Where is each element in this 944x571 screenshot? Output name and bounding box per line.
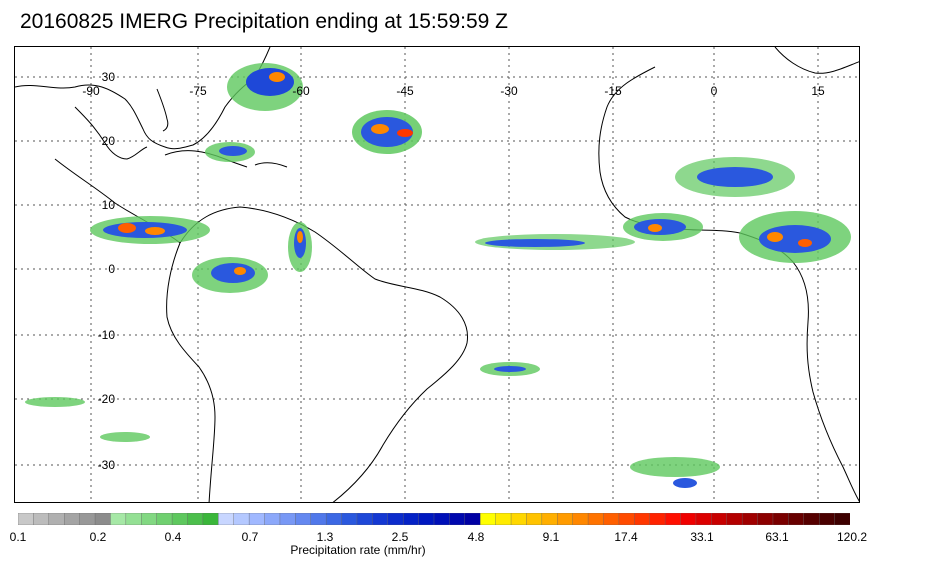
florida-coast [156, 88, 169, 132]
colorbar-swatch [141, 513, 158, 525]
colorbar-swatch [464, 513, 481, 525]
colorbar-swatch [295, 513, 312, 525]
latitude-label: -10 [98, 328, 116, 342]
colorbar [18, 513, 850, 525]
hispaniola-coast [254, 162, 288, 168]
colorbar-swatch [372, 513, 389, 525]
colorbar-tick-label: 0.4 [164, 530, 182, 544]
longitude-label: -45 [396, 84, 414, 98]
colorbar-swatch [433, 513, 451, 525]
latitude-label: -30 [98, 458, 116, 472]
colorbar-swatch [64, 513, 81, 525]
colorbar-swatch [279, 513, 297, 525]
colorbar-swatch [649, 513, 666, 525]
latitude-label: 20 [102, 134, 116, 148]
colorbar-tick-label: 63.1 [765, 530, 789, 544]
colorbar-swatch [603, 513, 620, 525]
colorbar-swatch [541, 513, 558, 525]
colorbar-swatch [818, 513, 836, 525]
colorbar-swatch [233, 513, 250, 525]
colorbar-swatch [79, 513, 96, 525]
latitude-label: 30 [102, 70, 116, 84]
colorbar-swatch [264, 513, 281, 525]
longitude-label: -75 [189, 84, 207, 98]
colorbar-tick-label: 17.4 [614, 530, 638, 544]
latitude-label: 0 [108, 262, 115, 276]
colorbar-swatch [834, 513, 850, 525]
colorbar-tick-label: 2.5 [391, 530, 409, 544]
precipitation-cells [25, 63, 851, 488]
colorbar-swatch [803, 513, 820, 525]
colorbar-tick-label: 1.3 [316, 530, 334, 544]
colorbar-swatch [402, 513, 420, 525]
map-title: 20160825 IMERG Precipitation ending at 1… [20, 10, 508, 33]
colorbar-swatch [356, 513, 374, 525]
colorbar-tick-labels: 0.1 0.2 0.4 0.7 1.3 2.5 4.8 9.1 17.4 33.1 63.1 120.… [0, 530, 944, 544]
colorbar-swatch [33, 513, 50, 525]
longitude-label: -60 [292, 84, 310, 98]
colorbar-swatch [572, 513, 589, 525]
colorbar-swatch [202, 513, 219, 525]
europe-coast [774, 47, 859, 74]
colorbar-swatch [680, 513, 697, 525]
longitude-label: 15 [811, 84, 825, 98]
colorbar-swatch [618, 513, 636, 525]
colorbar-swatch [757, 513, 774, 525]
colorbar-swatch [741, 513, 759, 525]
colorbar-swatch [110, 513, 127, 525]
colorbar-swatch [664, 513, 682, 525]
colorbar-swatch [495, 513, 512, 525]
colorbar-swatch [449, 513, 466, 525]
colorbar-swatch [125, 513, 142, 525]
colorbar-swatch [788, 513, 805, 525]
longitude-label: 0 [711, 84, 718, 98]
colorbar-tick-label: 0.7 [241, 530, 259, 544]
south-america-west-coast [166, 242, 216, 502]
longitude-label: -15 [604, 84, 622, 98]
colorbar-swatch [772, 513, 790, 525]
colorbar-swatch [171, 513, 189, 525]
colorbar-swatch [695, 513, 713, 525]
colorbar-swatch [510, 513, 528, 525]
colorbar-tick-label: 0.1 [9, 530, 27, 544]
colorbar-label: Precipitation rate (mm/hr) [290, 543, 426, 557]
colorbar-swatch [634, 513, 651, 525]
colorbar-swatch [18, 513, 35, 525]
colorbar-swatch [726, 513, 743, 525]
colorbar-tick-label: 0.2 [89, 530, 107, 544]
colorbar-swatch [325, 513, 343, 525]
map-panel: -90 -75 -60 -45 -30 -15 0 15 30 20 10 0 -10 -20 -30 [14, 46, 860, 503]
colorbar-swatch [156, 513, 173, 525]
colorbar-swatch [480, 513, 497, 525]
colorbar-swatch [218, 513, 235, 525]
longitude-labels: -90 -75 -60 -45 -30 -15 0 15 [82, 84, 825, 98]
colorbar-swatch [341, 513, 358, 525]
precipitation-map: -90 -75 -60 -45 -30 -15 0 15 30 20 10 0 -10 -20 -30 [15, 47, 859, 502]
longitude-label: -30 [500, 84, 518, 98]
colorbar-swatch [587, 513, 605, 525]
africa-coast [598, 66, 859, 502]
longitude-label: -90 [82, 84, 100, 98]
colorbar-swatch [387, 513, 404, 525]
colorbar-swatch [48, 513, 65, 525]
colorbar-swatch [187, 513, 204, 525]
colorbar-swatch [418, 513, 435, 525]
colorbar-tick-label: 120.2 [836, 530, 868, 544]
colorbar-swatch [526, 513, 543, 525]
south-america-coast [179, 206, 469, 502]
colorbar-swatch [557, 513, 574, 525]
latitude-label: -20 [98, 392, 116, 406]
colorbar-tick-label: 9.1 [542, 530, 560, 544]
colorbar-swatch [248, 513, 266, 525]
colorbar-swatch [310, 513, 327, 525]
yucatan-coast [74, 106, 148, 160]
colorbar-tick-label: 33.1 [690, 530, 714, 544]
colorbar-swatch [711, 513, 728, 525]
colorbar-swatch [94, 513, 112, 525]
latitude-label: 10 [102, 198, 116, 212]
latitude-labels: 30 20 10 0 -10 -20 -30 [98, 70, 116, 472]
colorbar-tick-label: 4.8 [467, 530, 485, 544]
